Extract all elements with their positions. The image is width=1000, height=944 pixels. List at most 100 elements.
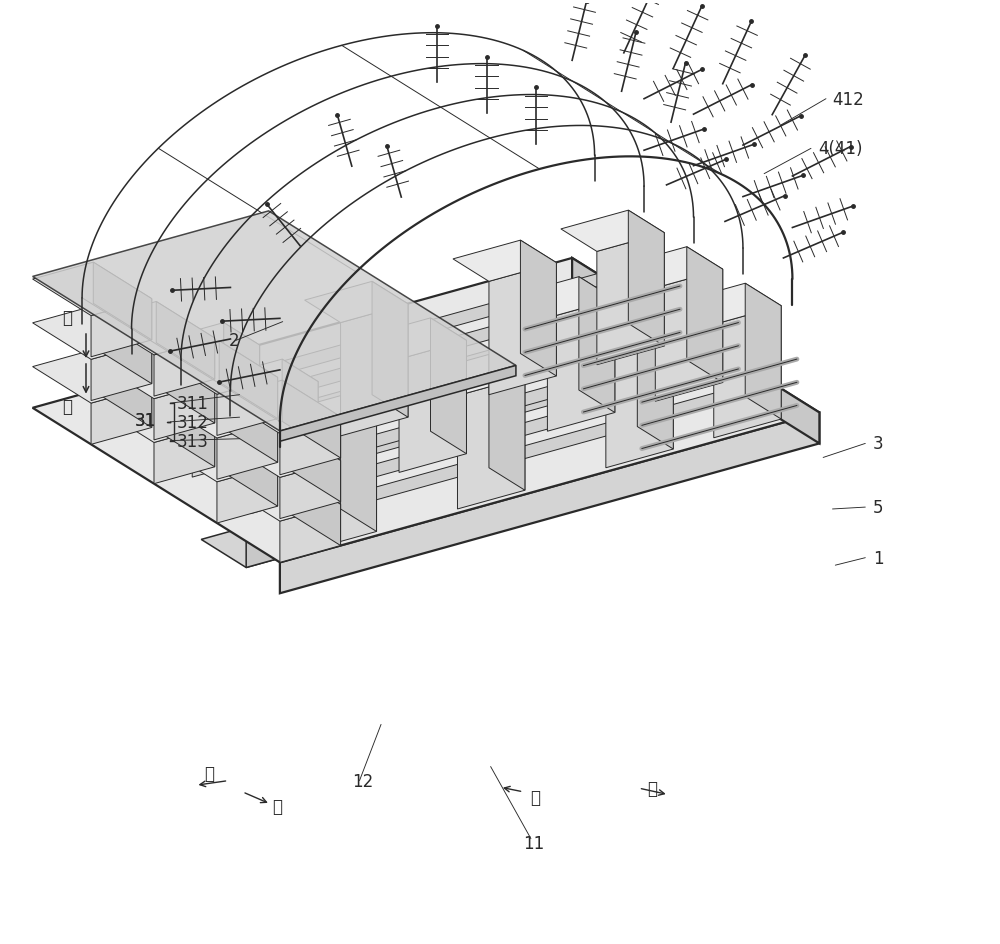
Polygon shape [217, 465, 278, 524]
Text: 前: 前 [531, 788, 541, 806]
Polygon shape [33, 262, 152, 316]
Polygon shape [280, 461, 341, 519]
Text: 后: 后 [647, 779, 657, 798]
Polygon shape [655, 270, 723, 402]
Polygon shape [597, 233, 664, 365]
Polygon shape [359, 428, 550, 512]
Polygon shape [273, 396, 377, 437]
Polygon shape [91, 299, 152, 358]
Text: 312: 312 [177, 413, 209, 431]
Polygon shape [91, 343, 152, 401]
Polygon shape [457, 378, 525, 510]
Polygon shape [282, 468, 341, 546]
Polygon shape [33, 259, 819, 563]
Polygon shape [174, 284, 646, 428]
Polygon shape [154, 426, 215, 484]
Polygon shape [224, 323, 260, 459]
Text: 412: 412 [833, 91, 864, 109]
Polygon shape [511, 278, 615, 318]
Polygon shape [221, 380, 341, 434]
Polygon shape [233, 297, 705, 441]
Polygon shape [233, 344, 705, 487]
Text: 2: 2 [228, 332, 239, 350]
Polygon shape [579, 278, 615, 413]
Polygon shape [363, 318, 466, 360]
Polygon shape [282, 380, 341, 459]
Polygon shape [217, 422, 278, 480]
Polygon shape [628, 211, 664, 346]
Polygon shape [606, 336, 673, 468]
Polygon shape [291, 357, 763, 500]
Polygon shape [341, 396, 377, 531]
Polygon shape [96, 346, 215, 399]
Text: 4(41): 4(41) [818, 141, 863, 159]
Polygon shape [619, 247, 723, 289]
Polygon shape [158, 385, 278, 439]
Polygon shape [282, 360, 318, 496]
Polygon shape [291, 334, 763, 478]
Polygon shape [305, 282, 408, 323]
Polygon shape [561, 211, 664, 252]
Polygon shape [430, 318, 466, 454]
Polygon shape [572, 259, 819, 444]
Text: 左: 左 [205, 765, 215, 783]
Polygon shape [745, 284, 781, 419]
Polygon shape [291, 380, 763, 524]
Text: 311: 311 [177, 395, 209, 413]
Text: 上: 上 [62, 309, 72, 327]
Text: 12: 12 [352, 772, 373, 790]
Polygon shape [156, 346, 215, 424]
Polygon shape [289, 490, 334, 544]
Polygon shape [156, 390, 215, 467]
Polygon shape [154, 339, 215, 396]
Polygon shape [158, 429, 278, 482]
Polygon shape [280, 413, 819, 594]
Polygon shape [341, 305, 408, 436]
Polygon shape [246, 518, 334, 568]
Polygon shape [219, 342, 278, 419]
Polygon shape [489, 355, 525, 491]
Text: 11: 11 [523, 834, 545, 852]
Polygon shape [221, 425, 341, 478]
Polygon shape [217, 378, 278, 436]
Polygon shape [219, 429, 278, 507]
Polygon shape [547, 300, 615, 431]
Polygon shape [33, 350, 152, 404]
Polygon shape [453, 241, 556, 282]
Polygon shape [158, 342, 278, 395]
Polygon shape [448, 458, 550, 512]
Polygon shape [399, 341, 466, 473]
Polygon shape [280, 417, 341, 475]
Polygon shape [96, 390, 215, 443]
Polygon shape [33, 211, 516, 431]
Polygon shape [637, 313, 673, 449]
Polygon shape [678, 284, 781, 325]
Polygon shape [156, 302, 215, 379]
Polygon shape [156, 323, 260, 364]
Polygon shape [91, 387, 152, 445]
Text: 31: 31 [135, 412, 156, 430]
Polygon shape [282, 425, 341, 502]
Polygon shape [93, 307, 152, 384]
Polygon shape [520, 241, 556, 377]
Polygon shape [154, 382, 215, 441]
Text: 313: 313 [177, 432, 209, 450]
Text: 1: 1 [873, 549, 883, 567]
Polygon shape [372, 282, 408, 418]
Polygon shape [192, 346, 260, 478]
Text: 5: 5 [873, 498, 883, 516]
Polygon shape [93, 350, 152, 428]
Text: 31: 31 [135, 412, 156, 430]
Polygon shape [233, 320, 705, 464]
Polygon shape [570, 313, 673, 355]
Polygon shape [309, 419, 377, 550]
Polygon shape [221, 468, 341, 522]
Polygon shape [280, 505, 341, 563]
Polygon shape [422, 355, 525, 396]
Polygon shape [174, 307, 646, 451]
Polygon shape [460, 402, 550, 483]
Polygon shape [251, 382, 318, 514]
Text: 下: 下 [62, 397, 72, 415]
Polygon shape [687, 247, 723, 383]
Polygon shape [96, 302, 215, 356]
